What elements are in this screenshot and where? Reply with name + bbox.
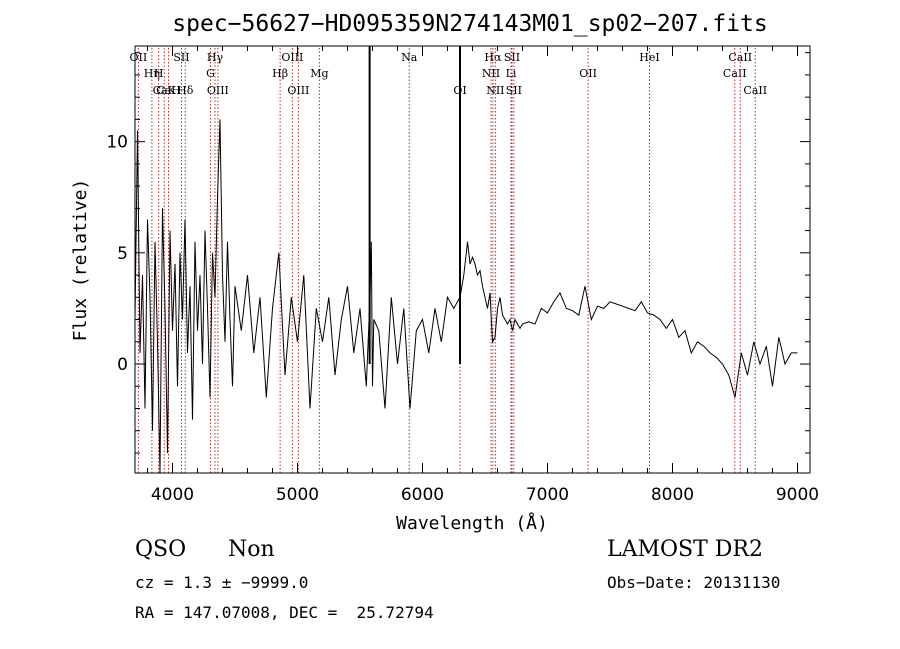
x-tick-label: 4000 bbox=[151, 485, 194, 505]
line-marker-label-9: OIII bbox=[207, 84, 229, 97]
line-marker-label-8: G bbox=[206, 67, 215, 80]
line-marker-label-14: Na bbox=[401, 51, 418, 64]
line-marker-label-17: NII bbox=[482, 67, 500, 80]
survey-label: LAMOST DR2 bbox=[607, 537, 763, 562]
chart-title: spec−56627−HD095359N274143M01_sp02−207.f… bbox=[172, 11, 767, 37]
line-marker-label-19: SII bbox=[504, 51, 520, 64]
line-markers: OIIHηHCaKCaHSIIHδHγGOIIIHβOIIIOIIIMgNaOI… bbox=[130, 48, 767, 473]
line-marker-label-4: CaH bbox=[156, 84, 181, 97]
line-marker-label-24: CaII bbox=[723, 67, 747, 80]
y-tick-label: 10 bbox=[106, 133, 128, 153]
redshift-text: cz = 1.3 ± −9999.0 bbox=[135, 573, 309, 592]
class-label: QSO bbox=[135, 537, 187, 562]
x-axis-label: Wavelength (Å) bbox=[396, 512, 548, 534]
line-marker-label-21: SII bbox=[506, 84, 522, 97]
y-tick-label: 0 bbox=[117, 355, 128, 375]
line-marker-label-3: CaK bbox=[153, 84, 177, 97]
line-marker-label-13: Mg bbox=[310, 67, 328, 80]
x-tick-label: 9000 bbox=[776, 485, 819, 505]
obs-date-text: Obs−Date: 20131130 bbox=[607, 573, 781, 592]
line-marker-label-23: HeI bbox=[639, 51, 659, 64]
y-tick-label: 5 bbox=[117, 244, 128, 264]
x-tick-label: 5000 bbox=[276, 485, 319, 505]
line-marker-label-18: NII bbox=[486, 84, 504, 97]
line-marker-label-25: CaII bbox=[728, 51, 752, 64]
axes: 4000 5000 6000 7000 8000 9000 0 5 10 bbox=[106, 46, 819, 505]
line-marker-label-16: Hα bbox=[484, 51, 502, 64]
line-marker-label-0: OII bbox=[130, 51, 148, 64]
line-marker-label-10: Hβ bbox=[272, 67, 288, 80]
x-tick-label: 6000 bbox=[401, 485, 444, 505]
x-tick-label: 8000 bbox=[651, 485, 694, 505]
line-marker-label-22: OII bbox=[579, 67, 597, 80]
y-axis-label: Flux (relative) bbox=[70, 179, 91, 342]
spectrum-line bbox=[134, 119, 798, 474]
line-marker-label-5: SII bbox=[173, 51, 189, 64]
plot-frame bbox=[134, 45, 811, 474]
subclass-label: Non bbox=[228, 537, 275, 562]
line-marker-label-20: Li bbox=[506, 67, 517, 80]
line-marker-label-7: Hγ bbox=[207, 51, 224, 64]
line-marker-label-26: CaII bbox=[743, 84, 767, 97]
line-marker-label-12: OIII bbox=[287, 84, 309, 97]
line-marker-label-2: H bbox=[154, 67, 164, 80]
x-tick-label: 7000 bbox=[526, 485, 569, 505]
line-marker-label-11: OIII bbox=[281, 51, 303, 64]
coordinates-text: RA = 147.07008, DEC = 25.72794 bbox=[135, 603, 434, 622]
line-marker-label-6: Hδ bbox=[177, 84, 194, 97]
spectrum-series bbox=[134, 46, 798, 474]
line-marker-label-1: Hη bbox=[144, 67, 160, 80]
